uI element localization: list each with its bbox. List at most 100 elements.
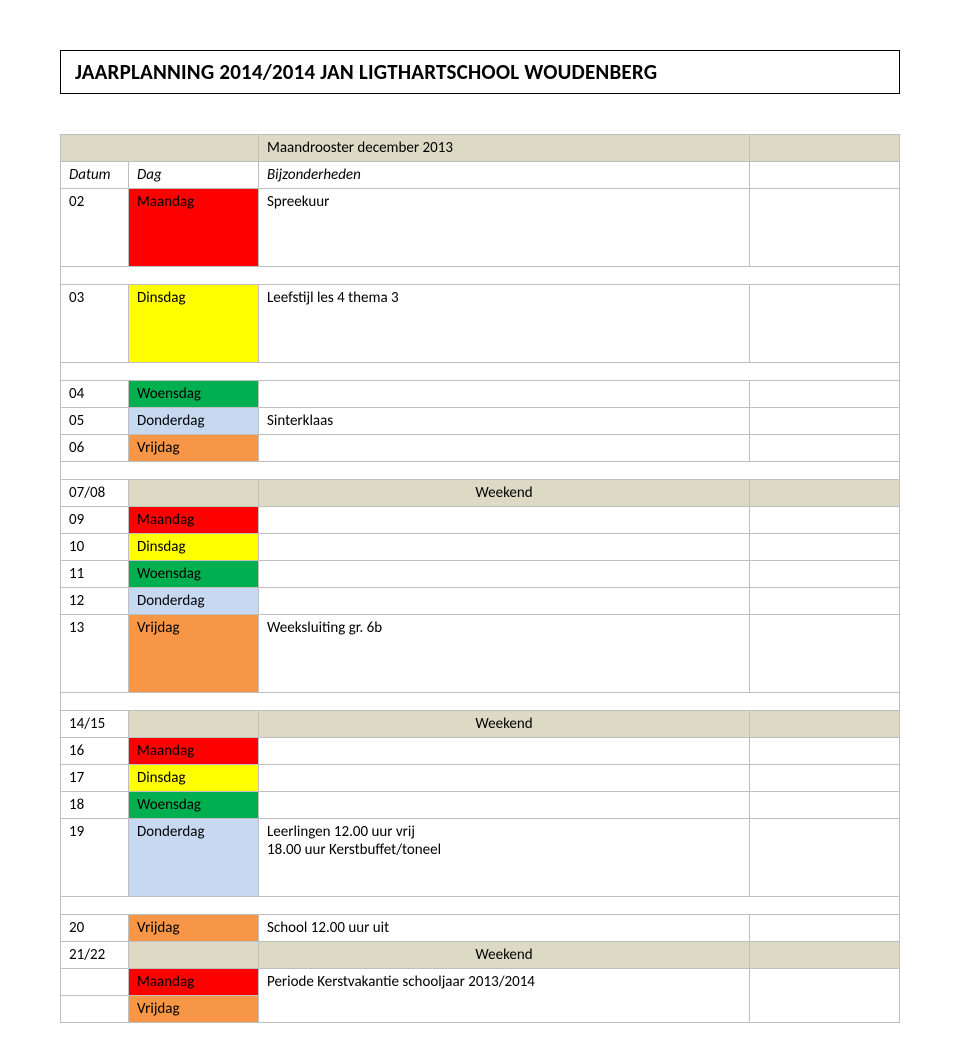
date-cell: 17 bbox=[61, 765, 129, 792]
extra-cell bbox=[750, 561, 900, 588]
extra-cell bbox=[750, 507, 900, 534]
date-cell bbox=[61, 969, 129, 996]
date-cell: 16 bbox=[61, 738, 129, 765]
date-cell: 09 bbox=[61, 507, 129, 534]
col-bijz-header: Bijzonderheden bbox=[259, 162, 750, 189]
note-cell bbox=[259, 792, 750, 819]
table-row: Maandag Periode Kerstvakantie schooljaar… bbox=[61, 969, 900, 996]
table-row: 12 Donderdag bbox=[61, 588, 900, 615]
note-cell bbox=[259, 534, 750, 561]
date-cell: 10 bbox=[61, 534, 129, 561]
col-dag-header: Dag bbox=[129, 162, 259, 189]
extra-cell bbox=[750, 408, 900, 435]
date-cell: 03 bbox=[61, 285, 129, 363]
table-row: 02 Maandag Spreekuur bbox=[61, 189, 900, 267]
day-cell: Vrijdag bbox=[129, 915, 259, 942]
day-cell: Woensdag bbox=[129, 561, 259, 588]
table-row: 20 Vrijdag School 12.00 uur uit bbox=[61, 915, 900, 942]
date-cell: 19 bbox=[61, 819, 129, 897]
table-row: 09 Maandag bbox=[61, 507, 900, 534]
extra-cell bbox=[750, 915, 900, 942]
extra-cell bbox=[750, 285, 900, 363]
table-row: 03 Dinsdag Leefstijl les 4 thema 3 bbox=[61, 285, 900, 363]
table-row: 10 Dinsdag bbox=[61, 534, 900, 561]
note-cell bbox=[259, 435, 750, 462]
col-extra-header bbox=[750, 162, 900, 189]
subheader-row: Maandrooster december 2013 bbox=[61, 135, 900, 162]
day-cell: Vrijdag bbox=[129, 996, 259, 1023]
day-cell: Woensdag bbox=[129, 381, 259, 408]
table-row: 11 Woensdag bbox=[61, 561, 900, 588]
extra-cell bbox=[750, 969, 900, 1023]
date-cell: 14/15 bbox=[61, 711, 129, 738]
weekend-label: Weekend bbox=[259, 480, 750, 507]
note-cell: Spreekuur bbox=[259, 189, 750, 267]
day-cell: Donderdag bbox=[129, 588, 259, 615]
extra-cell bbox=[750, 792, 900, 819]
weekend-row: 21/22 Weekend bbox=[61, 942, 900, 969]
table-row: 17 Dinsdag bbox=[61, 765, 900, 792]
note-cell bbox=[259, 738, 750, 765]
day-cell: Vrijdag bbox=[129, 435, 259, 462]
date-cell: 21/22 bbox=[61, 942, 129, 969]
date-cell: 18 bbox=[61, 792, 129, 819]
note-cell: Leefstijl les 4 thema 3 bbox=[259, 285, 750, 363]
day-cell: Donderdag bbox=[129, 819, 259, 897]
day-cell: Maandag bbox=[129, 507, 259, 534]
note-cell: Weeksluiting gr. 6b bbox=[259, 615, 750, 693]
extra-cell bbox=[750, 819, 900, 897]
schedule-table: Maandrooster december 2013 Datum Dag Bij… bbox=[60, 134, 900, 1023]
note-cell bbox=[259, 507, 750, 534]
note-cell: Periode Kerstvakantie schooljaar 2013/20… bbox=[259, 969, 750, 1023]
weekend-label: Weekend bbox=[259, 942, 750, 969]
table-row: 19 Donderdag Leerlingen 12.00 uur vrij 1… bbox=[61, 819, 900, 897]
date-cell: 04 bbox=[61, 381, 129, 408]
extra-cell bbox=[750, 588, 900, 615]
title-box: JAARPLANNING 2014/2014 JAN LIGTHARTSCHOO… bbox=[60, 50, 900, 94]
note-cell bbox=[259, 381, 750, 408]
extra-cell bbox=[750, 381, 900, 408]
date-cell: 12 bbox=[61, 588, 129, 615]
weekend-label: Weekend bbox=[259, 711, 750, 738]
date-cell: 06 bbox=[61, 435, 129, 462]
extra-cell bbox=[750, 765, 900, 792]
extra-cell bbox=[750, 738, 900, 765]
extra-cell bbox=[750, 534, 900, 561]
document-page: JAARPLANNING 2014/2014 JAN LIGTHARTSCHOO… bbox=[0, 0, 960, 1063]
note-cell bbox=[259, 588, 750, 615]
table-row: 16 Maandag bbox=[61, 738, 900, 765]
table-row: 06 Vrijdag bbox=[61, 435, 900, 462]
day-cell: Vrijdag bbox=[129, 615, 259, 693]
date-cell: 11 bbox=[61, 561, 129, 588]
header-row: Datum Dag Bijzonderheden bbox=[61, 162, 900, 189]
table-row: 05 Donderdag Sinterklaas bbox=[61, 408, 900, 435]
page-title: JAARPLANNING 2014/2014 JAN LIGTHARTSCHOO… bbox=[75, 59, 885, 85]
day-cell: Dinsdag bbox=[129, 765, 259, 792]
day-cell: Maandag bbox=[129, 189, 259, 267]
weekend-row: 14/15 Weekend bbox=[61, 711, 900, 738]
note-cell bbox=[259, 561, 750, 588]
note-cell: Leerlingen 12.00 uur vrij 18.00 uur Kers… bbox=[259, 819, 750, 897]
extra-cell bbox=[750, 615, 900, 693]
day-cell: Dinsdag bbox=[129, 285, 259, 363]
note-cell bbox=[259, 765, 750, 792]
extra-cell bbox=[750, 435, 900, 462]
date-cell: 05 bbox=[61, 408, 129, 435]
note-cell: Sinterklaas bbox=[259, 408, 750, 435]
table-row: 13 Vrijdag Weeksluiting gr. 6b bbox=[61, 615, 900, 693]
date-cell: 07/08 bbox=[61, 480, 129, 507]
date-cell: 02 bbox=[61, 189, 129, 267]
date-cell: 13 bbox=[61, 615, 129, 693]
note-cell: School 12.00 uur uit bbox=[259, 915, 750, 942]
day-cell: Woensdag bbox=[129, 792, 259, 819]
day-cell: Maandag bbox=[129, 969, 259, 996]
day-cell: Dinsdag bbox=[129, 534, 259, 561]
day-cell: Maandag bbox=[129, 738, 259, 765]
weekend-row: 07/08 Weekend bbox=[61, 480, 900, 507]
month-subheader: Maandrooster december 2013 bbox=[259, 135, 750, 162]
table-row: 18 Woensdag bbox=[61, 792, 900, 819]
day-cell: Donderdag bbox=[129, 408, 259, 435]
table-row: 04 Woensdag bbox=[61, 381, 900, 408]
date-cell: 20 bbox=[61, 915, 129, 942]
extra-cell bbox=[750, 189, 900, 267]
